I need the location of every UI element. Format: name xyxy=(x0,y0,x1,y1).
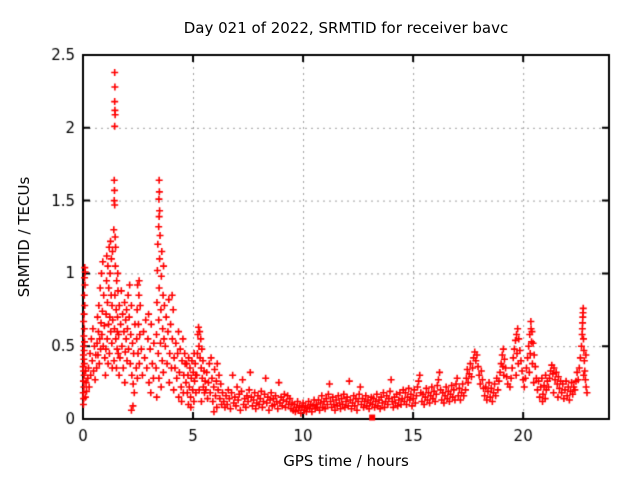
chart-title: Day 021 of 2022, SRMTID for receiver bav… xyxy=(183,19,509,37)
y-axis-label: SRMTID / TECUs xyxy=(15,176,33,298)
x-axis-label: GPS time / hours xyxy=(283,452,409,470)
